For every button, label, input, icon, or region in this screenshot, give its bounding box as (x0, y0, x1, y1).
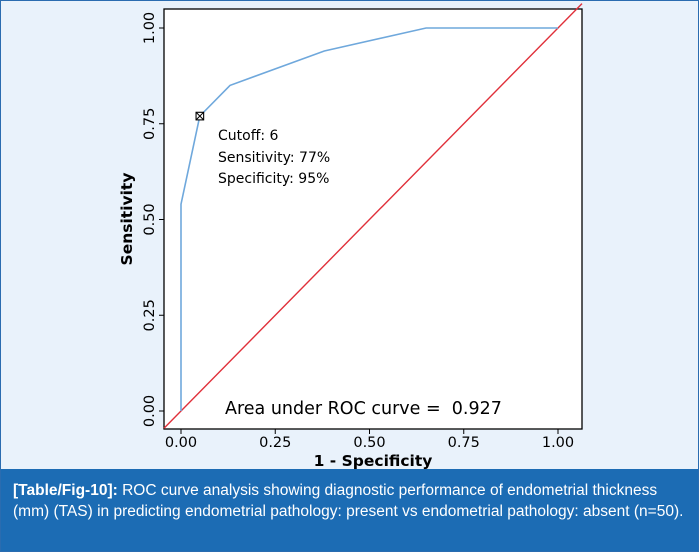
y-tick-label: 0.00 (142, 395, 158, 427)
x-tick-label: 0.00 (165, 435, 197, 451)
y-tick-label: 0.50 (142, 203, 158, 235)
cutoff-marker (195, 111, 205, 121)
plot-area: 0.00 0.25 0.50 0.75 1.00 0.00 0.25 0.50 0.75 1.0… (1, 1, 698, 469)
y-tick-label: 0.75 (142, 108, 158, 140)
caption-text: ROC curve analysis showing diagnostic pe… (13, 482, 684, 520)
x-axis-label: 1 - Specificity (314, 452, 433, 469)
annotation-line-3: Specificity: 95% (218, 171, 329, 187)
x-tick-label: 1.00 (542, 435, 574, 451)
y-tick-label: 0.25 (142, 299, 158, 331)
auc-label: Area under ROC curve = 0.927 (225, 399, 502, 419)
annotation-line-2: Sensitivity: 77% (218, 150, 330, 166)
x-tick-label: 0.50 (353, 435, 385, 451)
y-axis-label: Sensitivity (118, 173, 136, 266)
caption-label: [Table/Fig-10]: (13, 482, 118, 499)
x-tick-label: 0.25 (259, 435, 291, 451)
roc-curve-line (180, 27, 558, 411)
y-tick-label: 1.00 (142, 12, 158, 44)
plot-box (163, 8, 583, 430)
figure-caption: [Table/Fig-10]: ROC curve analysis showi… (1, 469, 698, 551)
x-tick-label: 0.75 (448, 435, 480, 451)
reference-diagonal-line (163, 3, 583, 429)
roc-chart: 0.00 0.25 0.50 0.75 1.00 0.00 0.25 0.50 0.75 1.0… (118, 3, 583, 469)
annotation-line-1: Cutoff: 6 (218, 128, 279, 144)
